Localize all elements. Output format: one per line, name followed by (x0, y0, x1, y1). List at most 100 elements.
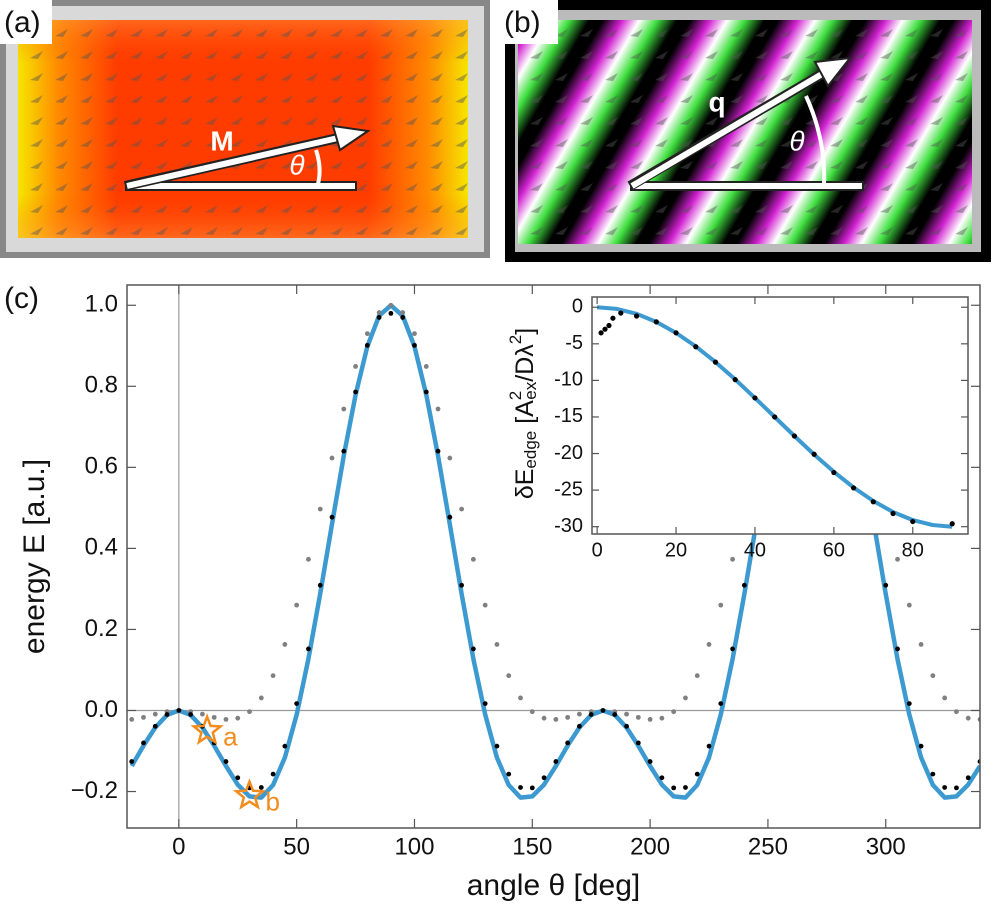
annotation-star (190, 713, 224, 745)
series-dot (732, 377, 738, 383)
series-dot (282, 642, 288, 647)
series-dot (353, 364, 358, 369)
series-dot (329, 455, 335, 461)
x-tick-label: 20 (665, 539, 687, 561)
series-dot (282, 743, 288, 749)
series-dot (553, 717, 559, 722)
series-dot (600, 708, 606, 713)
vector-label: q (708, 86, 725, 117)
x-tick-label: 150 (512, 834, 552, 861)
series-dot (588, 712, 594, 717)
series-dot (918, 743, 924, 749)
series-dot (831, 469, 837, 476)
y-axis-label-part: /Dλ (511, 344, 539, 382)
series-dot (412, 331, 417, 337)
annotation-label: b (266, 786, 280, 816)
series-dot (811, 451, 817, 457)
series-dot (317, 506, 323, 512)
x-tick-label: 0 (592, 539, 603, 561)
series-dot (706, 642, 712, 647)
angle-label: θ (789, 125, 804, 156)
series-dot (565, 740, 571, 746)
charts: 0 50 100 150 200 250 300−0.20.00.20.40.60.81.0… (4, 282, 981, 902)
series-dot (423, 364, 429, 369)
series-dot (329, 514, 335, 520)
series-dot (791, 433, 798, 439)
vector-label: M (210, 125, 233, 156)
y-tick-label: 0 (572, 296, 583, 318)
series-dot (412, 342, 417, 348)
y-tick-label: -10 (554, 369, 583, 391)
series-dot (247, 709, 252, 715)
y-tick-label: -25 (554, 478, 583, 500)
series-dot (712, 359, 719, 365)
series-dot (706, 743, 712, 749)
series-dot (506, 673, 512, 679)
series-dot (673, 330, 679, 336)
series-dot (270, 771, 276, 777)
series-dot (306, 556, 311, 562)
x-tick-label: 80 (902, 539, 924, 561)
series-dot (529, 709, 535, 715)
series-dot (624, 711, 629, 717)
y-axis-label-part: ex (521, 381, 540, 399)
annotation-label: a (223, 722, 238, 752)
y-tick-label: −0.2 (71, 777, 118, 804)
series-dot (152, 711, 158, 717)
y-axis-label: energy E [a.u.] (18, 459, 51, 654)
series-dot (470, 556, 476, 562)
y-tick-label: 0.8 (85, 372, 118, 399)
series-dot (752, 395, 758, 401)
series-dot (772, 414, 778, 420)
series-dot (341, 448, 347, 454)
series-dot (610, 315, 616, 321)
x-tick-label: 60 (823, 539, 845, 561)
label-bg (498, 0, 558, 44)
series-dot (270, 673, 276, 679)
series-dot (965, 775, 971, 781)
series-dot (541, 715, 547, 721)
panel-a-arrows (18, 20, 468, 238)
series-dot (895, 646, 900, 652)
series-dot (447, 455, 453, 461)
x-tick-label: 300 (866, 834, 906, 861)
series-dot (659, 775, 665, 781)
panel-label: (b) (504, 6, 541, 39)
series-dot (930, 673, 936, 679)
series-dot (294, 701, 300, 706)
series-dot (388, 310, 394, 316)
series-dot (671, 709, 677, 715)
series-dot (633, 313, 640, 319)
series-dot (730, 646, 735, 652)
series-dot (482, 602, 488, 608)
series-dot (602, 326, 608, 332)
series-dot (612, 712, 618, 717)
series-dot (235, 715, 241, 721)
series-dot (364, 342, 370, 348)
series-dot (565, 714, 571, 720)
panel-b-arrows (518, 20, 972, 244)
series-dot (376, 315, 382, 320)
series-dot (694, 771, 700, 777)
series-dot (494, 743, 500, 749)
series-dot (341, 406, 347, 412)
series-dot (435, 448, 441, 454)
series-dot (223, 717, 229, 722)
series-dot (910, 518, 916, 525)
y-axis-label-part: edge (521, 431, 540, 469)
series-dot (141, 740, 146, 746)
y-axis-label: δEedge [A2ex/Dλ2] (506, 328, 540, 499)
angle-label: θ (289, 149, 304, 180)
series-dot (459, 582, 465, 588)
y-tick-label: -30 (554, 515, 583, 537)
series-dot (718, 701, 724, 706)
series-dot (494, 642, 500, 647)
series-dot (647, 717, 653, 722)
series-dot (176, 708, 182, 713)
series-dot (447, 514, 453, 520)
y-axis-label-part: [A (511, 400, 539, 431)
series-dot (942, 695, 948, 701)
series-dot (895, 556, 900, 562)
series-dot (518, 785, 523, 790)
